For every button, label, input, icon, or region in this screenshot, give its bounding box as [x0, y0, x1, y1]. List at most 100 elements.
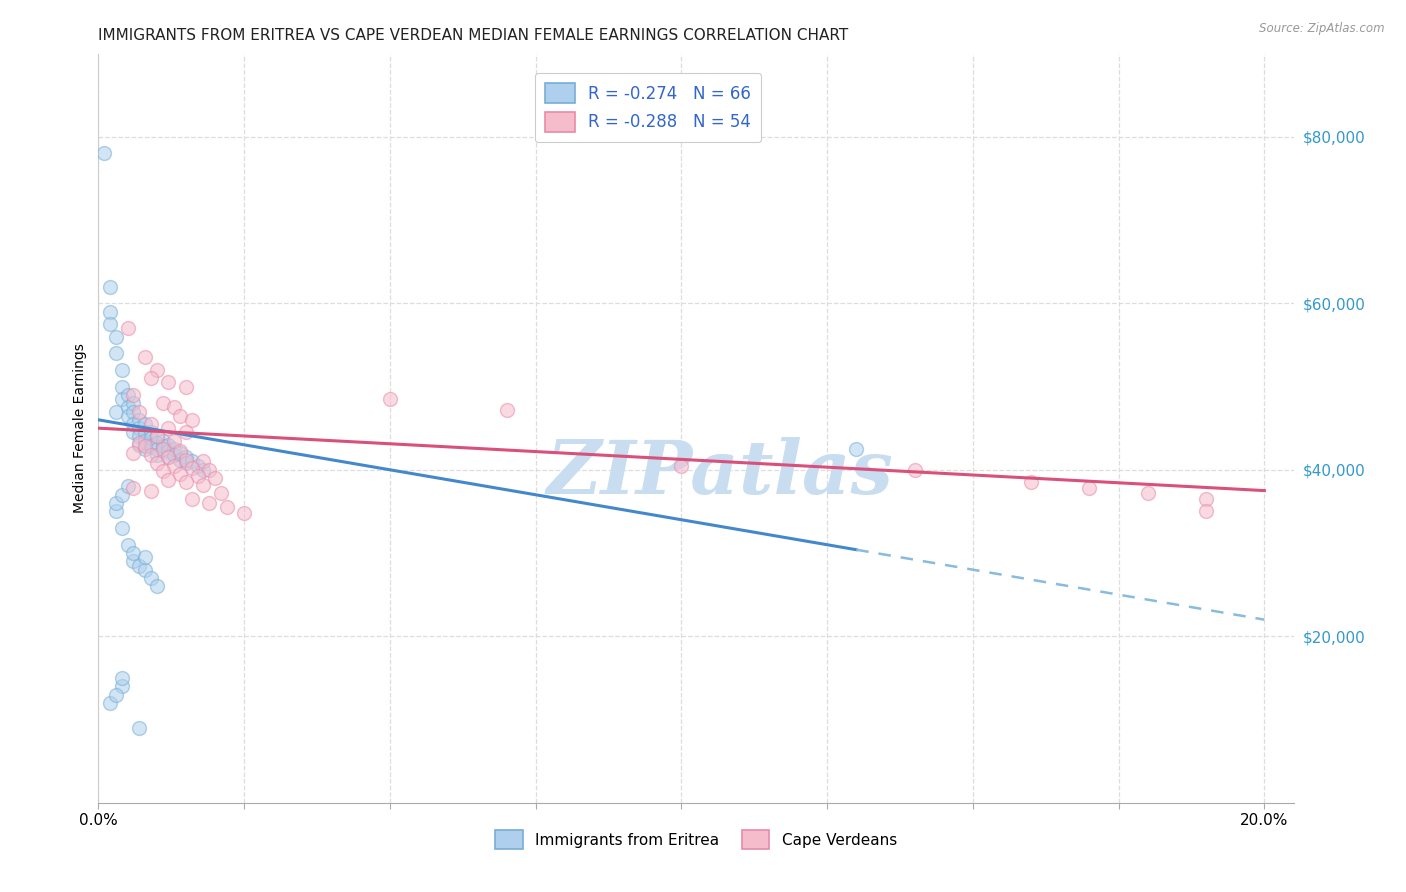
Point	[122, 546, 145, 560]
Point	[134, 440, 156, 454]
Point	[186, 458, 208, 473]
Point	[128, 438, 150, 452]
Point	[145, 442, 167, 456]
Point	[204, 471, 226, 485]
Point	[193, 463, 215, 477]
Point	[134, 434, 156, 448]
Point	[128, 721, 150, 735]
Point	[180, 454, 202, 468]
Point	[104, 496, 127, 510]
Point	[1019, 475, 1042, 490]
Point	[145, 429, 167, 443]
Point	[122, 425, 145, 440]
Point	[122, 396, 145, 410]
Point	[117, 401, 139, 415]
Point	[122, 481, 145, 495]
Point	[193, 477, 215, 491]
Point	[209, 486, 232, 500]
Point	[1195, 491, 1218, 506]
Point	[117, 479, 139, 493]
Point	[111, 671, 134, 685]
Legend: Immigrants from Eritrea, Cape Verdeans: Immigrants from Eritrea, Cape Verdeans	[489, 824, 903, 855]
Point	[169, 467, 191, 481]
Point	[134, 442, 156, 456]
Point	[180, 413, 202, 427]
Point	[169, 446, 191, 460]
Point	[1078, 481, 1101, 495]
Point	[111, 392, 134, 406]
Point	[139, 448, 162, 462]
Point	[111, 521, 134, 535]
Point	[903, 463, 925, 477]
Point	[128, 404, 150, 418]
Point	[233, 506, 256, 520]
Point	[117, 388, 139, 402]
Point	[215, 500, 238, 515]
Point	[174, 452, 197, 467]
Point	[157, 376, 180, 390]
Point	[186, 469, 208, 483]
Point	[117, 321, 139, 335]
Y-axis label: Median Female Earnings: Median Female Earnings	[73, 343, 87, 513]
Point	[117, 538, 139, 552]
Point	[180, 461, 202, 475]
Point	[98, 317, 121, 331]
Point	[139, 431, 162, 445]
Point	[198, 496, 221, 510]
Point	[139, 417, 162, 431]
Point	[139, 571, 162, 585]
Point	[139, 371, 162, 385]
Point	[104, 688, 127, 702]
Point	[128, 421, 150, 435]
Point	[163, 401, 186, 415]
Text: Source: ZipAtlas.com: Source: ZipAtlas.com	[1260, 22, 1385, 36]
Point	[104, 346, 127, 360]
Point	[98, 279, 121, 293]
Point	[174, 456, 197, 470]
Point	[152, 440, 174, 454]
Point	[122, 417, 145, 431]
Point	[93, 146, 115, 161]
Point	[104, 504, 127, 518]
Point	[157, 473, 180, 487]
Point	[157, 421, 180, 435]
Point	[111, 488, 134, 502]
Point	[1195, 504, 1218, 518]
Point	[671, 458, 693, 473]
Point	[174, 475, 197, 490]
Point	[145, 429, 167, 443]
Point	[139, 440, 162, 454]
Point	[111, 679, 134, 693]
Point	[152, 434, 174, 448]
Point	[128, 429, 150, 443]
Point	[169, 409, 191, 423]
Point	[117, 409, 139, 423]
Point	[104, 404, 127, 418]
Point	[845, 442, 868, 456]
Point	[111, 363, 134, 377]
Point	[122, 404, 145, 418]
Point	[1136, 486, 1159, 500]
Text: ZIPatlas: ZIPatlas	[547, 437, 893, 509]
Point	[157, 438, 180, 452]
Point	[152, 442, 174, 456]
Point	[134, 550, 156, 565]
Point	[111, 379, 134, 393]
Point	[163, 448, 186, 462]
Point	[157, 450, 180, 465]
Point	[163, 442, 186, 456]
Point	[128, 413, 150, 427]
Point	[169, 444, 191, 458]
Point	[134, 563, 156, 577]
Point	[157, 450, 180, 465]
Text: IMMIGRANTS FROM ERITREA VS CAPE VERDEAN MEDIAN FEMALE EARNINGS CORRELATION CHART: IMMIGRANTS FROM ERITREA VS CAPE VERDEAN …	[98, 28, 849, 43]
Point	[152, 396, 174, 410]
Point	[128, 558, 150, 573]
Point	[145, 363, 167, 377]
Point	[134, 417, 156, 431]
Point	[145, 448, 167, 462]
Point	[163, 458, 186, 473]
Point	[174, 379, 197, 393]
Point	[169, 452, 191, 467]
Point	[157, 444, 180, 458]
